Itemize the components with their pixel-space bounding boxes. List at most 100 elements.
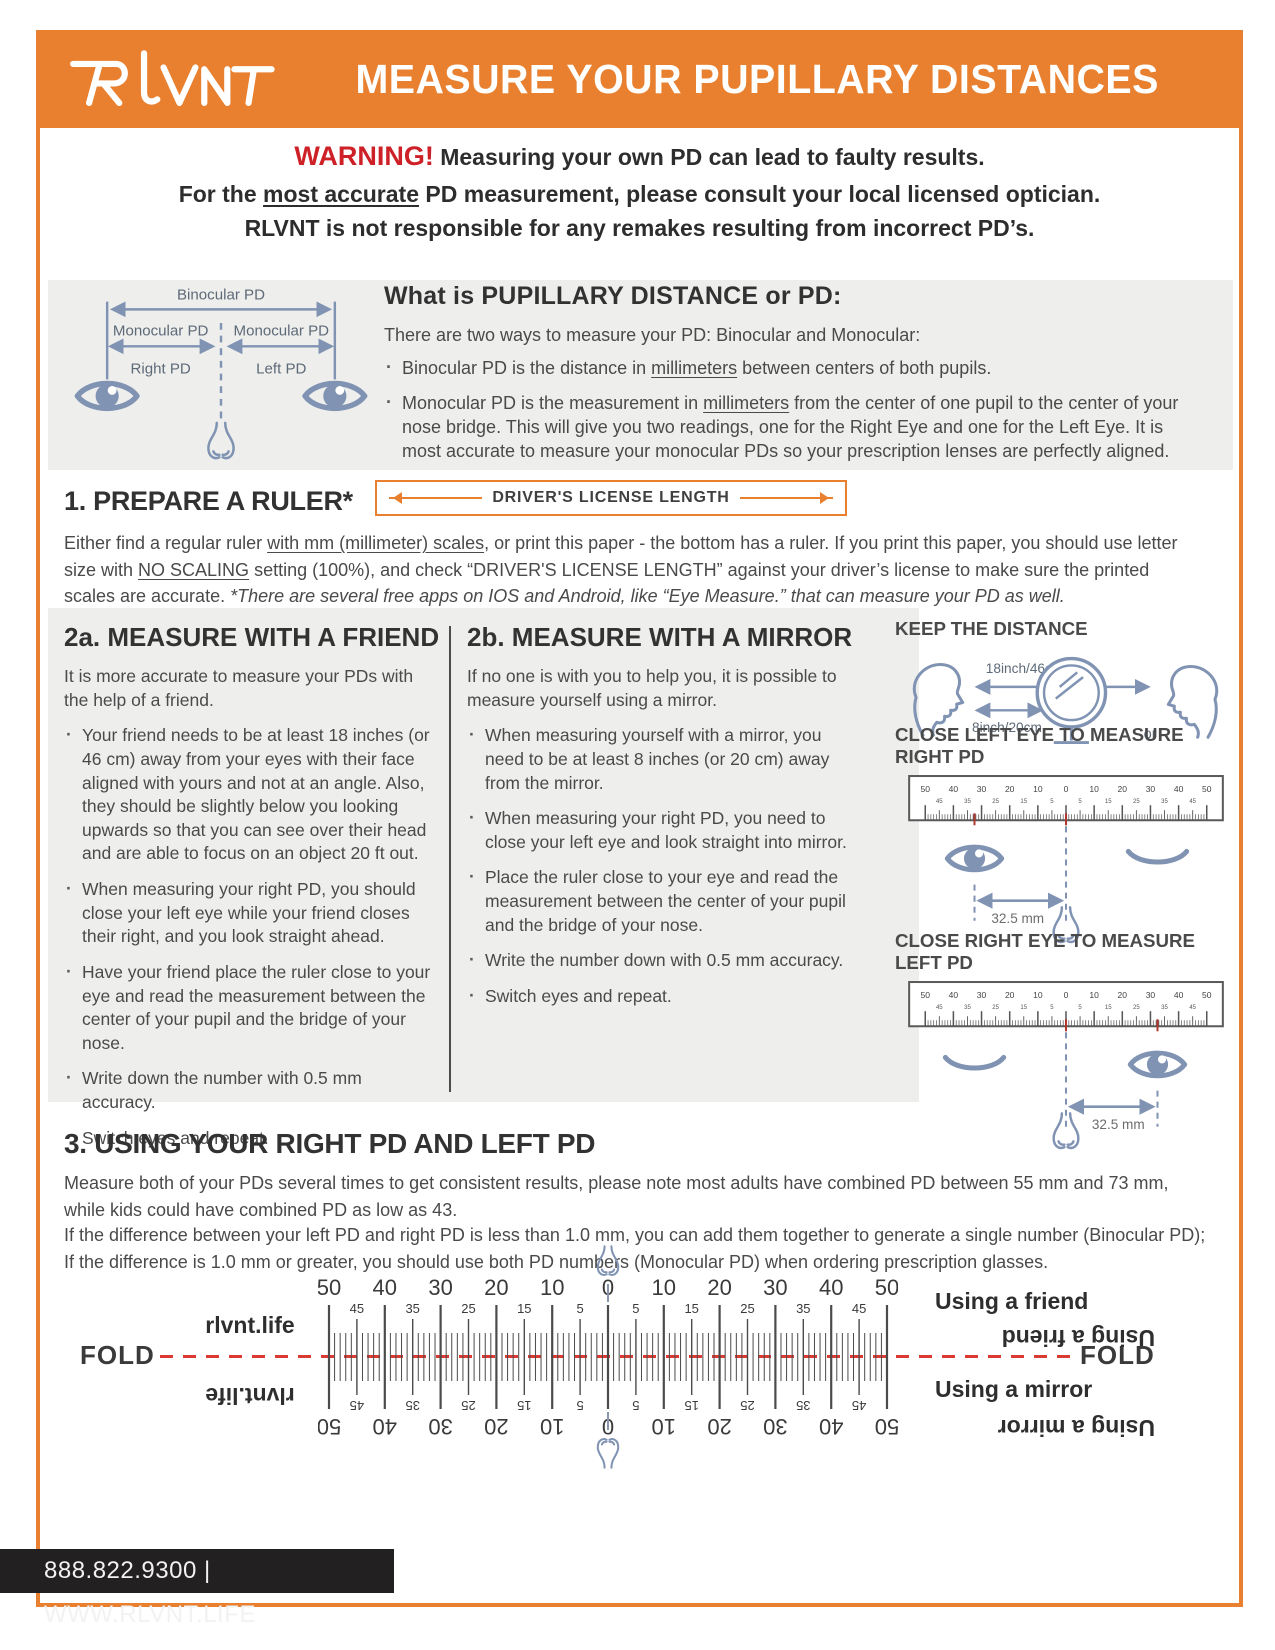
svg-text:40: 40	[373, 1275, 397, 1300]
svg-text:45: 45	[936, 1005, 943, 1011]
svg-text:15: 15	[517, 1301, 531, 1316]
svg-text:35: 35	[405, 1301, 419, 1316]
svg-text:25: 25	[740, 1301, 754, 1316]
binocular-pd-label: Binocular PD	[177, 287, 265, 304]
svg-text:15: 15	[684, 1398, 698, 1413]
svg-text:50: 50	[318, 1275, 341, 1300]
printable-pd-ruler: 5040302010010203040504535251555152535455…	[318, 1245, 898, 1469]
monocular-right-label: Monocular PD	[234, 323, 330, 340]
using-mirror-label: Using a mirror	[935, 1376, 1093, 1402]
svg-text:20: 20	[484, 1275, 508, 1300]
svg-text:45: 45	[936, 799, 943, 805]
svg-text:15: 15	[1105, 1005, 1112, 1011]
svg-text:45: 45	[350, 1301, 364, 1316]
section2a-title: 2a. MEASURE WITH A FRIEND	[64, 622, 440, 652]
rlvnt-logo	[70, 50, 275, 107]
section2a-lead: It is more accurate to measure your PDs …	[64, 666, 414, 710]
right-pd-label: Right PD	[131, 361, 191, 378]
arrow-right-icon	[739, 492, 833, 504]
svg-text:5: 5	[1078, 799, 1082, 805]
list-item: When measuring yourself with a mirror, y…	[467, 723, 859, 795]
svg-text:45: 45	[852, 1301, 866, 1316]
pd-diagram: Binocular PD Monocular PD Monocular PD R…	[56, 287, 386, 460]
arrow-left-icon	[389, 492, 483, 504]
svg-text:30: 30	[977, 784, 987, 794]
ruler-ticks: 50 40 30 20 10 0 10 20 30 40 50 45 35 25 15 5 5 15 25 35 45	[920, 990, 1212, 1032]
or-label: or	[1144, 727, 1157, 743]
svg-text:10: 10	[540, 1414, 564, 1439]
measure-with-mirror: 2b. MEASURE WITH A MIRROR If no one is w…	[467, 622, 859, 1009]
list-item: Binocular PD is the distance in millimet…	[384, 356, 1194, 381]
license-label: DRIVER'S LICENSE LENGTH	[492, 489, 730, 506]
svg-text:5: 5	[1050, 799, 1054, 805]
monocular-left-label: Monocular PD	[113, 323, 209, 340]
svg-text:40: 40	[949, 784, 959, 794]
svg-text:15: 15	[684, 1301, 698, 1316]
svg-text:10: 10	[1089, 784, 1099, 794]
page-title: MEASURE YOUR PUPILLARY DISTANCES	[355, 56, 1159, 102]
svg-text:10: 10	[540, 1275, 564, 1300]
ruler-ticks	[327, 1305, 889, 1409]
svg-text:5: 5	[632, 1398, 639, 1413]
list-item: Have your friend place the ruler close t…	[64, 960, 440, 1056]
svg-text:30: 30	[1146, 990, 1156, 1000]
content-frame: MEASURE YOUR PUPILLARY DISTANCES WARNING…	[36, 30, 1243, 1607]
using-friend-label-flipped: Using a friend	[1001, 1325, 1155, 1351]
svg-text:25: 25	[740, 1398, 754, 1413]
svg-text:30: 30	[763, 1414, 787, 1439]
svg-text:5: 5	[576, 1301, 583, 1316]
closed-eye-icon	[1128, 851, 1186, 862]
intro-title: What is PUPILLARY DISTANCE or PD:	[384, 282, 842, 310]
list-item: Switch eyes and repeat.	[467, 984, 859, 1009]
closed-eye-icon	[945, 1057, 1003, 1068]
keep-distance-diagram: 18inch/46cm 8inch/20cm or	[912, 656, 1219, 744]
nose-icon	[596, 1245, 620, 1276]
nose-icon	[207, 421, 235, 460]
svg-text:35: 35	[964, 799, 971, 805]
svg-text:15: 15	[1105, 799, 1112, 805]
svg-text:35: 35	[796, 1398, 810, 1413]
intro-lead: There are two ways to measure your PD: B…	[384, 325, 921, 345]
svg-text:40: 40	[1174, 990, 1184, 1000]
open-eye-icon	[947, 847, 1001, 870]
list-item: Switch eyes and repeat.	[64, 1126, 440, 1151]
keep-distance-title: KEEP THE DISTANCE	[895, 618, 1088, 639]
svg-text:25: 25	[992, 1005, 999, 1011]
list-item: Monocular PD is the measurement in milli…	[384, 391, 1194, 464]
right-pd-ruler-diagram: 32.5 mm 50 40 30 20 10 0 10 20 30 40 50 45 35 25 15 5 5 1…	[908, 775, 1224, 944]
fold-label-right: FOLD	[1080, 1340, 1155, 1370]
close-left-eye-title: CLOSE LEFT EYE TO MEASURE RIGHT PD	[895, 724, 1184, 767]
section3-title: 3. USING YOUR RIGHT PD AND LEFT PD	[64, 1128, 596, 1159]
svg-text:15: 15	[517, 1398, 531, 1413]
list-item: When measuring your right PD, you should…	[64, 877, 440, 949]
svg-text:10: 10	[1033, 990, 1043, 1000]
warning-line-2: For the most accurate PD measurement, pl…	[178, 180, 1101, 207]
svg-text:40: 40	[373, 1414, 397, 1439]
svg-text:30: 30	[1146, 784, 1156, 794]
svg-text:50: 50	[875, 1275, 898, 1300]
svg-text:40: 40	[949, 990, 959, 1000]
section3-paragraph-2: If the difference between your left PD a…	[64, 1225, 1206, 1272]
svg-text:15: 15	[1020, 1005, 1027, 1011]
svg-text:30: 30	[428, 1414, 452, 1439]
svg-text:50: 50	[920, 990, 930, 1000]
svg-text:35: 35	[964, 1005, 971, 1011]
svg-text:20: 20	[1005, 990, 1015, 1000]
column-divider	[449, 626, 451, 1092]
svg-text:5: 5	[576, 1398, 583, 1413]
svg-text:35: 35	[796, 1301, 810, 1316]
svg-text:35: 35	[1161, 799, 1168, 805]
drivers-license-box: DRIVER'S LICENSE LENGTH	[375, 480, 847, 516]
right-eye-icon	[305, 384, 365, 409]
left-pd-ruler-diagram: 32.5 mm 50 40 30 20 10 0 10 20 30 40 50 45 35 25 15 5 5 1…	[908, 981, 1224, 1150]
list-item: When measuring your right PD, you need t…	[467, 806, 859, 854]
svg-text:10: 10	[1089, 990, 1099, 1000]
svg-text:0: 0	[1064, 784, 1069, 794]
svg-text:25: 25	[992, 799, 999, 805]
svg-text:40: 40	[819, 1275, 843, 1300]
section1-paragraph: Either find a regular ruler with mm (mil…	[64, 533, 1178, 607]
svg-text:0: 0	[1064, 990, 1069, 1000]
svg-text:30: 30	[428, 1275, 452, 1300]
